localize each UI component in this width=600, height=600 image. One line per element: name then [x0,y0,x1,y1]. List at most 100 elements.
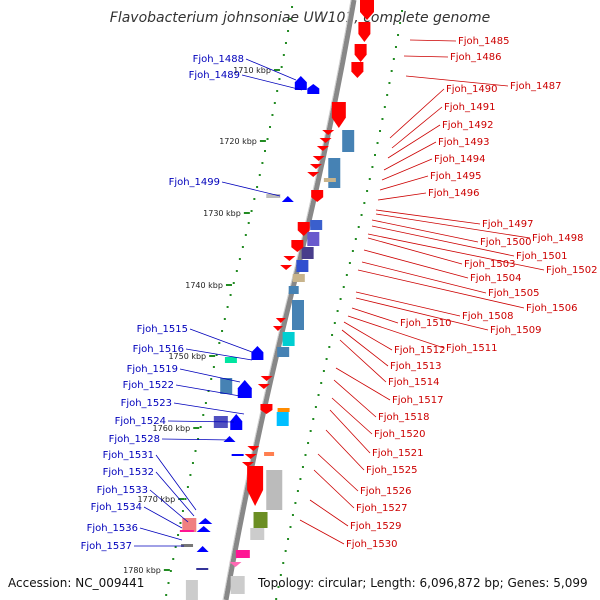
forward-gene-label: Fjoh_1510 [400,318,451,329]
forward-gene [301,247,314,259]
forward-gene-label: Fjoh_1491 [444,102,495,113]
track-dot [304,454,307,456]
track-dot [360,214,363,216]
forward-gene [292,300,304,330]
kbp-tick-label: 1770 kbp [138,495,176,504]
track-dot [271,114,274,116]
kbp-tick [273,69,280,71]
leader-line [361,261,487,294]
reverse-gene-label: Fjoh_1522 [123,380,174,391]
forward-gene [360,0,374,20]
forward-gene-label: Fjoh_1487 [510,81,561,92]
leader-line [357,269,525,309]
forward-gene [316,146,329,151]
track-dot [289,18,292,20]
kbp-tick [163,569,170,571]
track-dot [294,502,297,504]
forward-gene-label: Fjoh_1500 [480,237,531,248]
label-leader-lines [134,39,545,547]
track-dot [287,30,290,32]
leader-line [299,519,345,545]
reverse-gene [196,546,209,552]
reverse-gene-label: Fjoh_1515 [137,324,188,335]
track-dot [390,70,393,72]
track-dot [199,426,202,428]
track-dot [207,390,210,392]
genome-backbone [223,0,357,600]
leader-line [173,402,245,415]
forward-gene [309,164,322,169]
forward-gene-label: Fjoh_1517 [392,395,443,406]
reverse-gene [179,530,194,532]
track-dot [392,58,395,60]
forward-gene [354,44,367,62]
track-dot [366,190,369,192]
forward-gene-label: Fjoh_1509 [490,325,541,336]
track-dot [212,366,215,368]
forward-gene [310,220,323,230]
forward-gene-label: Fjoh_1504 [470,273,521,284]
track-dot [368,178,371,180]
forward-gene-label: Fjoh_1513 [390,361,441,372]
track-dot [194,450,197,452]
track-dot [184,498,187,500]
leader-line [161,438,233,441]
track-dot [218,342,221,344]
track-dot [258,174,261,176]
kbp-tick [178,498,185,500]
reverse-gene [230,414,243,430]
leader-line [383,141,437,171]
forward-gene [272,326,283,331]
track-dot [165,594,168,596]
track-dot [314,406,317,408]
track-dot [250,210,253,212]
leader-line [245,58,297,81]
forward-gene [328,158,341,188]
track-dot [291,514,294,516]
reverse-gene [198,518,213,524]
forward-gene [260,376,273,381]
kbp-tick-label: 1710 kbp [233,66,271,75]
track-dot [328,346,331,348]
forward-gene-label: Fjoh_1497 [482,219,533,230]
forward-gene [351,62,364,78]
leader-line [371,219,479,243]
forward-gene-label: Fjoh_1514 [388,377,439,388]
forward-gene-label: Fjoh_1496 [428,188,479,199]
track-dot [235,270,238,272]
accession-text: Accession: NC_009441 [8,576,145,590]
track-dot [376,142,379,144]
tick-track [165,6,404,600]
reverse-gene [251,346,264,360]
leader-line [375,213,531,239]
reverse-gene-label: Fjoh_1516 [133,344,184,355]
forward-gene [296,260,309,272]
forward-gene-label: Fjoh_1526 [360,486,411,497]
track-dot [244,234,247,236]
leader-line [343,321,393,351]
track-dot [278,78,281,80]
forward-gene [275,318,286,323]
reverse-gene [266,194,281,198]
track-dot [312,418,315,420]
track-dot [169,570,172,572]
reverse-gene-label: Fjoh_1519 [127,364,178,375]
leader-line [189,328,253,353]
track-dot [223,318,226,320]
kbp-tick-label: 1720 kbp [219,137,257,146]
track-dot [215,354,218,356]
forward-gene-label: Fjoh_1511 [446,343,497,354]
kbp-tick-label: 1740 kbp [185,281,223,290]
forward-gene [257,384,270,389]
forward-gene [277,347,290,357]
forward-gene [244,454,257,459]
forward-gene [358,22,371,42]
track-dot [179,522,182,524]
kbp-tick [225,284,232,286]
track-dot [226,306,229,308]
forward-gene-label: Fjoh_1498 [532,233,583,244]
forward-gene [260,404,273,414]
forward-gene-label: Fjoh_1508 [462,311,513,322]
forward-gene-label: Fjoh_1518 [378,412,429,423]
track-dot [279,574,282,576]
